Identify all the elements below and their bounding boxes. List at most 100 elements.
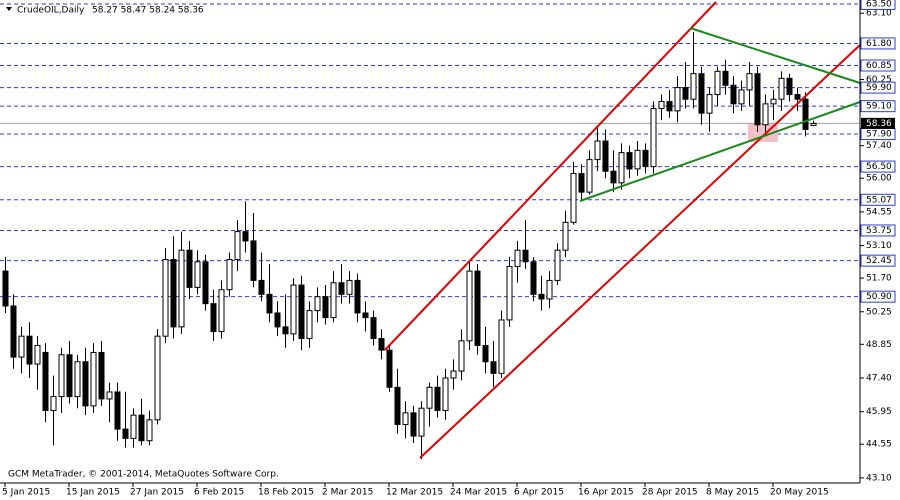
candle-body: [346, 279, 353, 295]
candle-body: [706, 94, 713, 114]
candle-body: [330, 282, 337, 319]
candle-body: [474, 270, 481, 346]
level-label: 59.90: [866, 83, 892, 93]
candle-body: [426, 386, 433, 409]
y-tick-label: 45.95: [866, 407, 892, 417]
x-tick-label: 24 Mar 2015: [450, 488, 507, 498]
y-tick-label: 54.55: [866, 207, 892, 217]
candle-body: [58, 354, 65, 398]
x-tick-label: 8 May 2015: [706, 488, 759, 498]
candle-body: [682, 87, 689, 100]
candle-body: [178, 249, 185, 328]
candle-body: [522, 249, 529, 263]
candle-body: [274, 312, 281, 328]
y-tick-label: 47.40: [866, 373, 892, 383]
candle-body: [466, 270, 473, 342]
y-tick-label: 48.85: [866, 340, 892, 350]
level-label-box: [860, 100, 896, 113]
candle-body: [130, 414, 137, 439]
y-tick-label: 57.40: [866, 141, 892, 151]
y-tick-label: 43.10: [866, 473, 892, 483]
candle-body: [418, 407, 425, 437]
candle-body: [290, 284, 297, 335]
candle-body: [770, 98, 777, 105]
candle-body: [282, 326, 289, 335]
candles: [2, 31, 817, 460]
candle-body: [66, 354, 73, 398]
level-label-box: [860, 59, 896, 72]
candle-body: [186, 249, 193, 288]
candle-body: [762, 103, 769, 126]
candle-body: [74, 361, 81, 398]
candle-body: [26, 335, 33, 365]
candle-body: [362, 312, 369, 319]
candle-body: [594, 140, 601, 161]
x-tick-label: 18 Feb 2015: [258, 488, 314, 498]
level-label: 53.75: [866, 226, 892, 236]
candle-body: [322, 296, 329, 319]
candle-body: [338, 282, 345, 295]
x-tick-label: 16 Apr 2015: [578, 488, 634, 498]
level-label: 56.50: [866, 162, 892, 172]
candle-body: [402, 412, 409, 425]
level-label-box: [860, 193, 896, 206]
candle-body: [746, 73, 753, 91]
level-label-box: [860, 254, 896, 267]
level-label-box: [860, 224, 896, 237]
candle-body: [442, 377, 449, 412]
candle-body: [490, 361, 497, 374]
candle-body: [2, 270, 9, 307]
candle-body: [354, 279, 361, 314]
candle-body: [754, 73, 761, 126]
candle-body: [778, 77, 785, 100]
candle-body: [234, 231, 241, 261]
level-label: 59.10: [866, 102, 892, 112]
chart-title: CrudeOIL,Daily: [17, 6, 85, 16]
level-label-box: [860, 81, 896, 94]
candle-body: [298, 284, 305, 339]
candle-body: [506, 265, 513, 321]
candle-body: [42, 351, 49, 412]
candle-body: [698, 73, 705, 114]
candle-body: [378, 337, 385, 351]
channel-lower: [419, 44, 861, 459]
triangle-lower: [579, 101, 861, 202]
candle-body: [370, 317, 377, 339]
candle-body: [242, 231, 249, 242]
candle-body: [634, 149, 641, 170]
candle-body: [18, 335, 25, 358]
channel-upper: [384, 1, 717, 351]
candle-body: [586, 159, 593, 193]
candle-body: [530, 261, 537, 295]
x-tick-label: 27 Jan 2015: [130, 488, 184, 498]
candle-body: [410, 412, 417, 437]
candle-body: [738, 89, 745, 105]
current-price-label: 58.36: [866, 119, 892, 129]
candle-body: [618, 152, 625, 184]
candle-body: [226, 259, 233, 291]
menu-icon[interactable]: [6, 7, 12, 11]
candle-body: [434, 386, 441, 412]
candle-body: [170, 259, 177, 328]
candle-body: [514, 249, 521, 267]
candle-body: [562, 221, 569, 251]
level-label-box: [860, 0, 896, 10]
level-label: 50.90: [866, 292, 892, 302]
candle-body: [714, 70, 721, 96]
level-label: 60.85: [866, 61, 892, 71]
candle-body: [802, 98, 809, 130]
level-label: 55.07: [866, 195, 892, 205]
candle-body: [642, 149, 649, 168]
x-tick-label: 15 Jan 2015: [66, 488, 120, 498]
candle-body: [498, 319, 505, 374]
candle-body: [106, 391, 113, 400]
level-label-box: [860, 37, 896, 50]
candle-body: [202, 261, 209, 305]
y-tick-label: 51.70: [866, 274, 892, 284]
candle-body: [82, 361, 89, 407]
price-levels: [0, 3, 860, 298]
candle-body: [210, 303, 217, 333]
candle-body: [162, 259, 169, 337]
level-label-box: [860, 290, 896, 303]
candle-body: [650, 107, 657, 168]
